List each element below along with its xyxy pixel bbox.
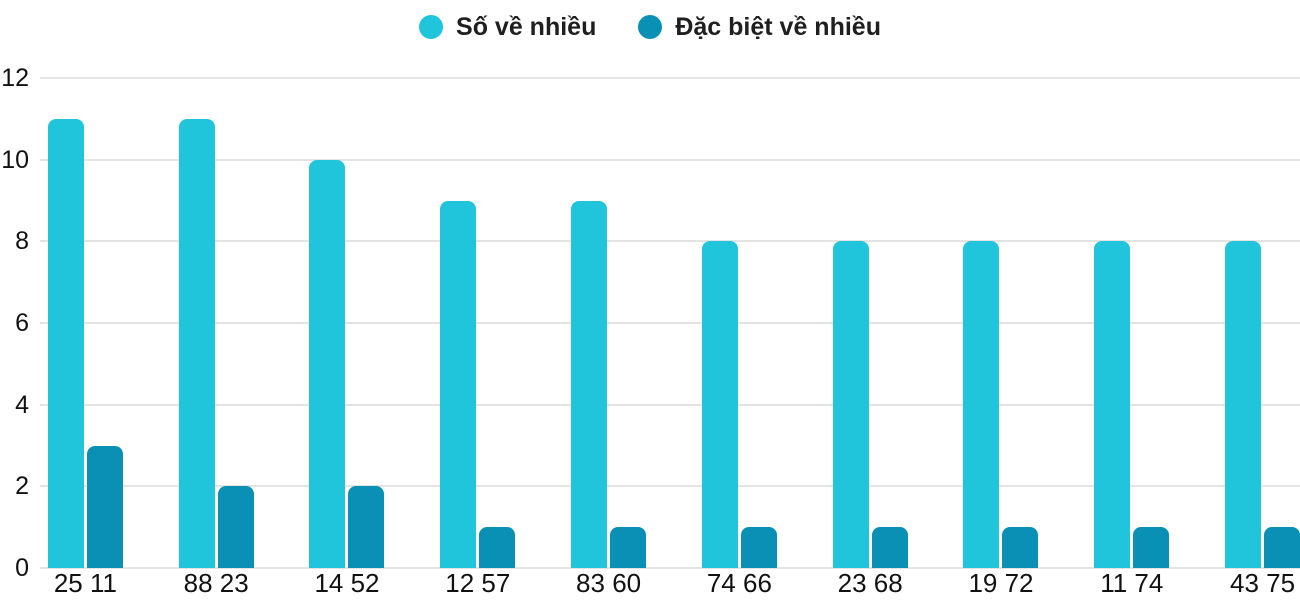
bar-so-ve-nhieu-12-57[interactable] — [440, 200, 477, 568]
bar-so-ve-nhieu-25-11[interactable] — [47, 118, 84, 568]
bar-so-ve-nhieu-74-66[interactable] — [701, 241, 738, 568]
gridline-y-0 — [40, 567, 1300, 569]
legend-label: Đặc biệt về nhiều — [675, 12, 881, 41]
bar-so-ve-nhieu-23-68[interactable] — [832, 241, 869, 568]
bar-ac-biet-ve-nhieu-19-72[interactable] — [1002, 527, 1039, 568]
x-axis-category-label-11-74: 11 74 — [1100, 568, 1164, 598]
bar-so-ve-nhieu-11-74[interactable] — [1094, 241, 1131, 568]
bar-groups — [20, 78, 1300, 568]
y-axis-tick-label-12: 12 — [1, 64, 29, 92]
gridline-y-12 — [40, 77, 1300, 79]
x-axis-category-label-88-23: 88 23 — [183, 568, 249, 598]
bar-group-12-57 — [412, 78, 543, 568]
y-axis-tick-label-8: 8 — [15, 227, 29, 256]
bar-so-ve-nhieu-88-23[interactable] — [178, 118, 215, 568]
legend-label: Số về nhiều — [456, 12, 597, 41]
y-axis-tick-label-6: 6 — [15, 309, 29, 337]
bar-ac-biet-ve-nhieu-88-23[interactable] — [217, 486, 254, 568]
x-axis-category-label-23-68: 23 68 — [837, 568, 903, 598]
x-axis-category-label-19-72: 19 72 — [968, 568, 1034, 598]
bar-ac-biet-ve-nhieu-43-75[interactable] — [1264, 527, 1300, 568]
gridline-y-10 — [40, 158, 1300, 161]
x-axis-labels: 25 11 88 23 14 52 12 57 83 60 74 66 23 68 19 72… — [20, 568, 1300, 600]
bar-so-ve-nhieu-83-60[interactable] — [571, 200, 608, 568]
bar-group-14-52 — [282, 78, 413, 568]
bar-ac-biet-ve-nhieu-83-60[interactable] — [610, 527, 647, 568]
bar-ac-biet-ve-nhieu-74-66[interactable] — [740, 527, 777, 568]
bar-group-74-66 — [674, 78, 805, 568]
y-axis-tick-label-0: 0 — [15, 554, 29, 582]
bar-so-ve-nhieu-43-75[interactable] — [1225, 241, 1262, 568]
y-axis-tick-label-10: 10 — [1, 145, 29, 174]
bar-group-25-11 — [20, 78, 151, 568]
gridline-y-6 — [40, 322, 1300, 324]
legend-color-dot-icon — [419, 15, 444, 39]
bar-group-83-60 — [543, 78, 674, 568]
x-axis-category-label-25-11: 25 11 — [53, 568, 117, 598]
legend-item-so-ve-nhieu[interactable]: Số về nhiều — [419, 13, 596, 42]
bar-ac-biet-ve-nhieu-25-11[interactable] — [86, 445, 123, 568]
bar-group-43-75 — [1197, 78, 1300, 568]
gridline-y-2 — [40, 485, 1300, 488]
y-axis-tick-label-4: 4 — [15, 390, 29, 419]
bar-group-11-74 — [1066, 78, 1197, 568]
y-axis-tick-label-2: 2 — [15, 472, 29, 501]
x-axis-category-label-14-52: 14 52 — [314, 568, 380, 598]
legend-item-ac-biet-ve-nhieu[interactable]: Đặc biệt về nhiều — [638, 13, 881, 42]
legend-color-dot-icon — [638, 15, 663, 39]
gridline-y-8 — [40, 240, 1300, 243]
bar-ac-biet-ve-nhieu-23-68[interactable] — [871, 527, 908, 568]
bar-group-23-68 — [805, 78, 936, 568]
bar-ac-biet-ve-nhieu-12-57[interactable] — [479, 527, 516, 568]
bar-ac-biet-ve-nhieu-14-52[interactable] — [348, 486, 385, 568]
x-axis-category-label-83-60: 83 60 — [576, 568, 642, 598]
bar-ac-biet-ve-nhieu-11-74[interactable] — [1133, 527, 1170, 568]
bar-so-ve-nhieu-14-52[interactable] — [309, 159, 346, 568]
bar-group-19-72 — [936, 78, 1067, 568]
x-axis-category-label-74-66: 74 66 — [706, 568, 772, 598]
gridline-y-4 — [40, 403, 1300, 406]
x-axis-category-label-12-57: 12 57 — [445, 568, 511, 598]
bar-so-ve-nhieu-19-72[interactable] — [963, 241, 1000, 568]
legend: Số về nhiều Đặc biệt về nhiều — [0, 12, 1300, 42]
bar-group-88-23 — [151, 78, 282, 568]
plot-area: 0 2 4 6 8 10 12 — [0, 64, 1300, 582]
x-axis-category-label-43-75: 43 75 — [1230, 568, 1296, 598]
